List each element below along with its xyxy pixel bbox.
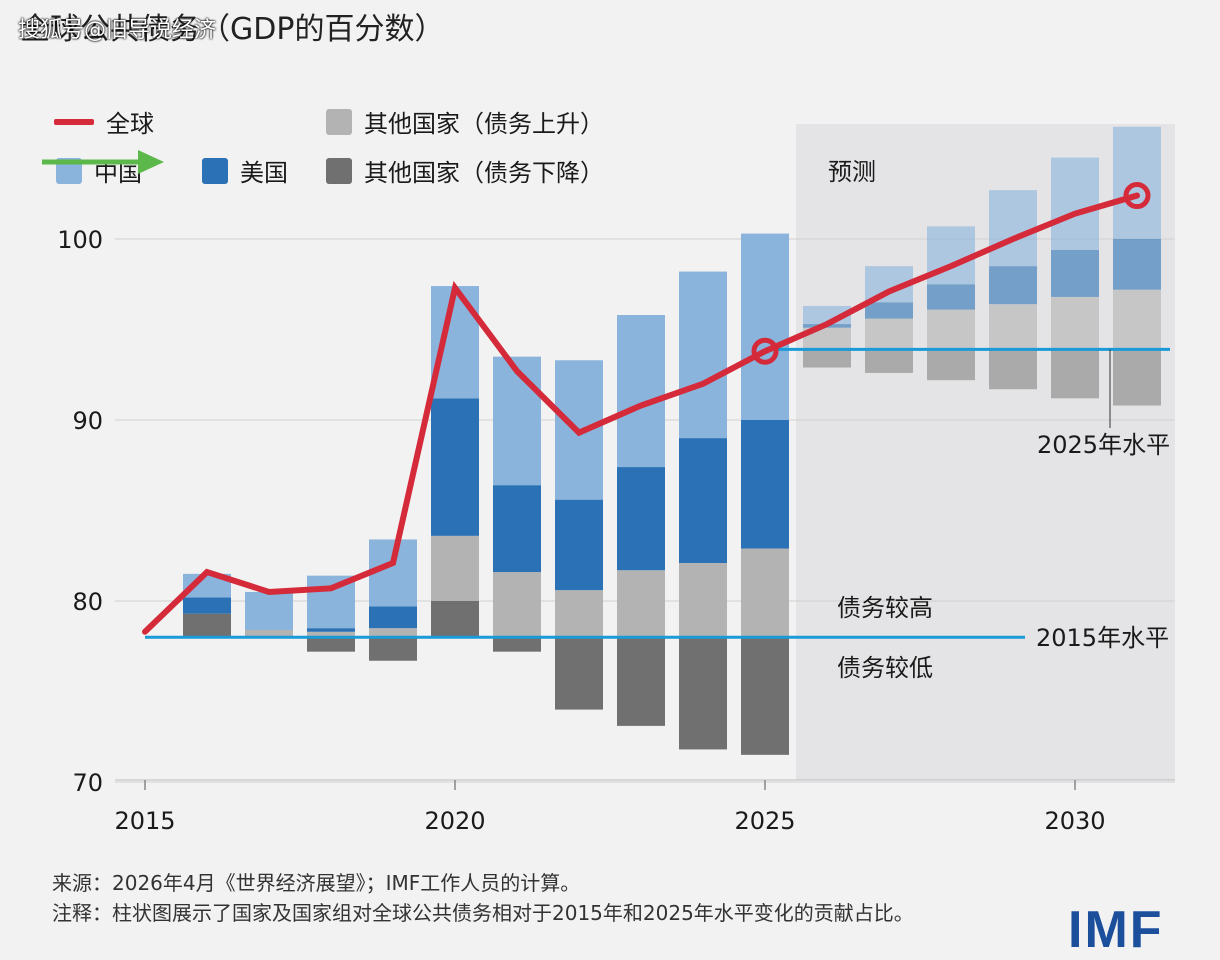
legend-line-global xyxy=(54,118,94,125)
bar-us xyxy=(679,438,727,563)
bar-china xyxy=(431,286,479,399)
imf-logo: IMF xyxy=(1068,901,1164,959)
bar-other-up xyxy=(679,562,727,638)
forecast-bar-us xyxy=(1051,249,1099,297)
forecast-bar-other-down xyxy=(989,349,1037,390)
level-2015-label: 2015年水平 xyxy=(1036,624,1169,652)
bar-other-down-above xyxy=(431,601,479,638)
bar-other-up xyxy=(617,570,665,638)
bar-china xyxy=(245,591,293,630)
y-tick-label: 80 xyxy=(72,588,103,616)
chart-title: 全球公共债务（GDP的百分数） xyxy=(20,12,445,47)
y-tick-label: 70 xyxy=(72,769,103,797)
debt-lower-label: 债务较低 xyxy=(837,654,933,682)
legend-label-other-up: 其他国家（债务上升） xyxy=(364,110,604,138)
global-debt-line xyxy=(142,192,1140,635)
legend-swatch-us xyxy=(202,157,228,184)
bar-us xyxy=(741,420,789,549)
forecast-bar-us xyxy=(1113,239,1161,290)
forecast-bar-other-down xyxy=(927,349,975,381)
bar-other-up xyxy=(493,572,541,638)
x-tick-label: 2030 xyxy=(1044,807,1105,835)
bar-other-down xyxy=(369,637,417,661)
bar-us xyxy=(183,597,231,614)
bar-china xyxy=(741,233,789,420)
y-tick-label: 90 xyxy=(72,407,103,435)
forecast-bar-china xyxy=(989,190,1037,267)
forecast-bar-other-down xyxy=(803,349,851,368)
bar-us xyxy=(555,499,603,591)
bar-other-down xyxy=(307,637,355,652)
legend-label-other-down: 其他国家（债务下降） xyxy=(364,159,604,187)
forecast-bar-other-up xyxy=(865,318,913,350)
legend-item-other-down: 其他国家（债务下降） xyxy=(326,153,604,188)
forecast-bar-other-up xyxy=(989,304,1037,350)
note-text: 注释：柱状图展示了国家及国家组对全球公共债务相对于2015年和2025年水平变化… xyxy=(52,901,914,925)
bar-other-down xyxy=(555,637,603,710)
bar-china xyxy=(617,315,665,468)
forecast-bar-us xyxy=(865,302,913,319)
forecast-bar-other-down xyxy=(1113,349,1161,406)
bar-other-down xyxy=(617,637,665,726)
forecast-bar-other-up xyxy=(1113,289,1161,350)
bar-other-up xyxy=(431,535,479,601)
green-arrow-icon xyxy=(42,150,164,174)
source-text: 来源：2026年4月《世界经济展望》；IMF工作人员的计算。 xyxy=(52,871,581,895)
forecast-label: 预测 xyxy=(828,158,876,186)
bar-us xyxy=(307,628,355,632)
watermark: 搜狐号@旧导说经济 xyxy=(18,18,217,43)
x-tick-label: 2025 xyxy=(734,807,795,835)
bar-other-up xyxy=(555,590,603,638)
forecast-region xyxy=(796,124,1175,780)
forecast-bar-other-up xyxy=(927,309,975,350)
legend-swatch-other-up xyxy=(326,108,352,135)
legend-item-us: 美国 xyxy=(202,153,288,188)
bar-us xyxy=(493,485,541,573)
bar-us xyxy=(617,467,665,571)
x-tick-label: 2015 xyxy=(114,807,175,835)
bar-us xyxy=(431,398,479,536)
debt-higher-label: 债务较高 xyxy=(837,594,933,622)
bar-china xyxy=(493,356,541,486)
bar-other-down xyxy=(493,637,541,652)
legend-item-global: 全球 xyxy=(54,104,154,139)
bar-china xyxy=(679,271,727,439)
bar-other-down-above xyxy=(183,613,231,638)
legend-label-global: 全球 xyxy=(106,110,154,138)
bar-other-up xyxy=(741,548,789,638)
legend-item-other-up: 其他国家（债务上升） xyxy=(326,104,604,139)
legend-swatch-other-down xyxy=(326,157,352,184)
forecast-bar-us xyxy=(927,284,975,310)
bar-other-down xyxy=(679,637,727,750)
forecast-bar-other-up xyxy=(1051,296,1099,350)
bar-other-up xyxy=(369,628,417,638)
y-tick-label: 100 xyxy=(57,226,103,254)
forecast-bar-other-down xyxy=(1051,349,1099,399)
forecast-bar-other-down xyxy=(865,349,913,373)
legend-label-us: 美国 xyxy=(240,159,288,187)
bar-other-up xyxy=(307,631,355,638)
forecast-bar-other-up xyxy=(803,327,851,350)
x-tick-label: 2020 xyxy=(424,807,485,835)
bar-other-down xyxy=(741,637,789,755)
global-marker xyxy=(1123,182,1151,210)
bar-us xyxy=(369,606,417,629)
forecast-bar-us xyxy=(989,266,1037,305)
forecast-bar-china xyxy=(1051,157,1099,250)
global-marker xyxy=(751,337,779,365)
bar-other-up xyxy=(245,629,293,638)
level-2025-label: 2025年水平 xyxy=(1037,431,1170,459)
